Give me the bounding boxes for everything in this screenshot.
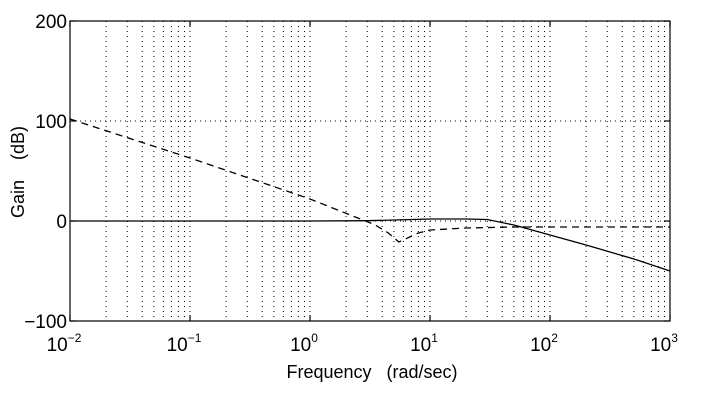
series-line-dashed	[69, 118, 670, 243]
x-tick-label: 103	[650, 331, 678, 356]
x-tick-exponent: 0	[311, 331, 318, 345]
x-tick-base: 10	[290, 335, 311, 356]
y-tick-label: −100	[24, 312, 67, 333]
x-tick-label: 10−2	[47, 331, 82, 356]
x-tick-exponent: −2	[68, 331, 82, 345]
x-tick-base: 10	[530, 335, 551, 356]
x-tick-label: 10−1	[167, 331, 202, 356]
x-tick-base: 10	[167, 335, 188, 356]
x-tick-base: 10	[47, 335, 68, 356]
x-tick-exponent: 3	[671, 331, 678, 345]
x-tick-exponent: −1	[188, 331, 202, 345]
plot-frame	[69, 20, 671, 322]
y-axis-label: Gain (dB)	[8, 126, 28, 218]
y-tick-label: 0	[56, 212, 67, 233]
x-tick-base: 10	[410, 335, 431, 356]
x-axis-label: Frequency (rad/sec)	[286, 362, 457, 382]
x-tick-labels: 10−2 10−1 100 101 102 103	[47, 331, 679, 356]
tick-marks	[69, 20, 671, 322]
x-tick-label: 101	[410, 331, 438, 356]
x-tick-exponent: 1	[431, 331, 438, 345]
grid-lines	[70, 21, 670, 321]
x-tick-exponent: 2	[551, 331, 558, 345]
series-line-solid	[70, 218, 671, 272]
x-tick-label: 100	[290, 331, 318, 356]
x-tick-base: 10	[650, 335, 671, 356]
series-group	[69, 118, 671, 272]
y-tick-labels: 200 100 0 −100	[24, 12, 67, 333]
y-tick-label: 100	[35, 112, 67, 133]
y-tick-label: 200	[35, 12, 67, 33]
x-tick-label: 102	[530, 331, 558, 356]
